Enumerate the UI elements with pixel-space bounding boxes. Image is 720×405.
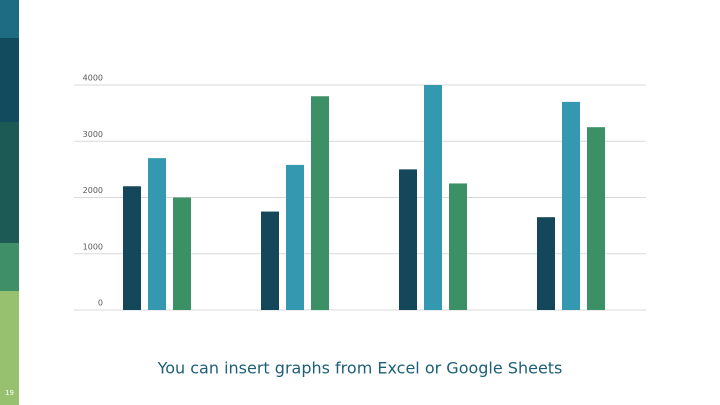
- stripe: [0, 38, 19, 122]
- caption: You can insert graphs from Excel or Goog…: [157, 359, 563, 378]
- bar: [173, 197, 191, 310]
- bar: [311, 96, 329, 310]
- bar: [562, 101, 580, 310]
- bar: [148, 158, 166, 310]
- slide-number: 19: [5, 389, 14, 397]
- y-tick-label: 4000: [83, 74, 103, 83]
- y-tick-label: 3000: [83, 130, 103, 139]
- y-tick-label: 1000: [83, 242, 103, 251]
- bar: [123, 186, 141, 310]
- bar: [449, 183, 467, 310]
- y-tick-label: 0: [98, 299, 103, 308]
- bar: [587, 127, 605, 310]
- bar: [261, 211, 279, 310]
- stripe: [0, 243, 19, 291]
- bar: [286, 164, 304, 310]
- bar: [537, 217, 555, 310]
- bar: [424, 85, 442, 310]
- y-tick-label: 2000: [83, 186, 103, 195]
- stripe: [0, 291, 19, 405]
- stripe: [0, 0, 19, 38]
- bar: [399, 169, 417, 310]
- stripe: [0, 122, 19, 243]
